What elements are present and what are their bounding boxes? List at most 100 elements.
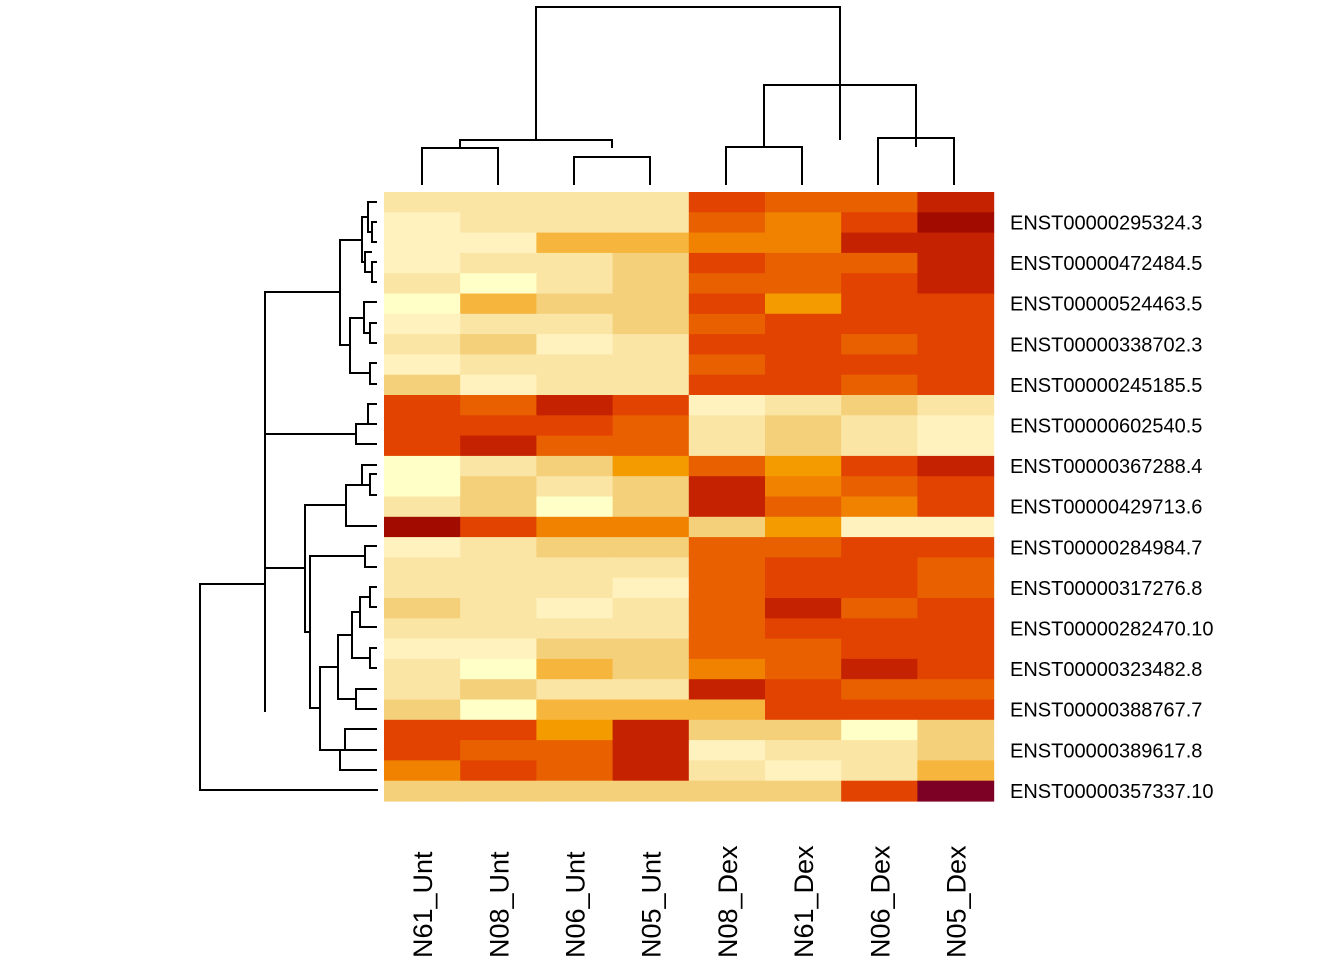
- heatmap-cell: [917, 679, 995, 701]
- heatmap-cell: [460, 516, 537, 538]
- heatmap-cell: [612, 293, 690, 315]
- heatmap-cell: [612, 415, 690, 437]
- row-dendrogram-link: [349, 317, 370, 374]
- heatmap-cell: [384, 496, 461, 518]
- heatmap-cell: [612, 658, 690, 680]
- heatmap-cell: [536, 192, 614, 213]
- heatmap-cell: [688, 374, 766, 396]
- heatmap-cell: [841, 577, 918, 599]
- heatmap-cell: [765, 232, 842, 254]
- heatmap-cell: [536, 415, 614, 437]
- heatmap-cell: [841, 415, 918, 437]
- heatmap-cell: [536, 293, 614, 315]
- heatmap-cell: [841, 293, 918, 315]
- row-label: ENST00000317276.8: [1010, 578, 1202, 600]
- row-dendrogram-link: [371, 261, 377, 283]
- heatmap-cell: [384, 516, 461, 538]
- heatmap-cell: [841, 252, 918, 274]
- heatmap-cell: [841, 476, 918, 498]
- row-label: ENST00000323482.8: [1010, 659, 1202, 681]
- heatmap-cell: [688, 598, 766, 619]
- heatmap-cell: [536, 537, 614, 558]
- heatmap-cell: [460, 557, 537, 579]
- row-dendrogram-link: [359, 596, 377, 628]
- heatmap-cell: [917, 577, 995, 599]
- row-dendrogram-link: [345, 484, 377, 527]
- heatmap-cell: [765, 679, 842, 701]
- heatmap-cell: [688, 719, 766, 741]
- heatmap-cell: [612, 780, 690, 802]
- heatmap-cell: [460, 232, 537, 254]
- heatmap-cell: [460, 273, 537, 295]
- heatmap-cell: [688, 313, 766, 335]
- heatmap-cell: [841, 496, 918, 518]
- heatmap-cell: [536, 719, 614, 741]
- column-dendrogram-link: [725, 146, 803, 185]
- row-dendrogram-link: [304, 504, 346, 633]
- heatmap-cell: [688, 252, 766, 274]
- heatmap-cell: [536, 618, 614, 640]
- heatmap-cell: [841, 395, 918, 416]
- heatmap-cell: [536, 699, 614, 721]
- heatmap-cell: [460, 598, 537, 619]
- heatmap-cell: [765, 374, 842, 396]
- heatmap-cell: [765, 212, 842, 234]
- heatmap-cell: [460, 638, 537, 660]
- heatmap-cell: [460, 415, 537, 437]
- heatmap-cell: [765, 395, 842, 416]
- heatmap-cell: [765, 537, 842, 558]
- row-dendrogram-link: [344, 728, 377, 751]
- heatmap-cell: [536, 212, 614, 234]
- heatmap-cell: [917, 537, 995, 558]
- heatmap-cell: [688, 334, 766, 355]
- heatmap-cell: [917, 293, 995, 315]
- heatmap-cell: [460, 252, 537, 274]
- heatmap-cell: [917, 618, 995, 640]
- heatmap-cell: [536, 435, 614, 457]
- heatmap-cell: [612, 212, 690, 234]
- heatmap-cell: [612, 638, 690, 660]
- heatmap-cell: [612, 557, 690, 579]
- heatmap-cell: [612, 598, 690, 619]
- heatmap-cell: [384, 354, 461, 376]
- heatmap-cell: [536, 232, 614, 254]
- heatmap-cell: [612, 192, 690, 213]
- heatmap-cell: [460, 354, 537, 376]
- heatmap-cell: [460, 719, 537, 741]
- heatmap-cell: [612, 435, 690, 457]
- heatmap-cell: [384, 699, 461, 721]
- heatmap-cell: [765, 415, 842, 437]
- heatmap-cell: [536, 273, 614, 295]
- heatmap-cell: [917, 334, 995, 355]
- heatmap-cell: [841, 313, 918, 335]
- heatmap-cell: [612, 313, 690, 335]
- heatmap-cell: [536, 374, 614, 396]
- row-dendrogram-link: [364, 545, 377, 568]
- heatmap-cell: [612, 699, 690, 721]
- heatmap-cell: [688, 658, 766, 680]
- heatmap-cell: [612, 273, 690, 295]
- heatmap-cell: [917, 699, 995, 721]
- heatmap-cell: [917, 415, 995, 437]
- heatmap-cell: [612, 232, 690, 254]
- heatmap-cell: [765, 435, 842, 457]
- row-dendrogram-link: [339, 749, 377, 771]
- heatmap-cell: [765, 740, 842, 761]
- heatmap-cell: [765, 618, 842, 640]
- heatmap-cell: [536, 313, 614, 335]
- heatmap-cell: [536, 455, 614, 477]
- heatmap-cell: [536, 679, 614, 701]
- heatmap-cell: [917, 476, 995, 498]
- heatmap-cell: [460, 334, 537, 355]
- heatmap-cell: [612, 618, 690, 640]
- heatmap-cell: [765, 638, 842, 660]
- heatmap-cell: [460, 455, 537, 477]
- heatmap-cell: [917, 719, 995, 741]
- heatmap-cell: [917, 374, 995, 396]
- heatmap-cell: [460, 699, 537, 721]
- heatmap-cell: [612, 760, 690, 782]
- heatmap-cell: [536, 577, 614, 599]
- heatmap-cells: [384, 192, 995, 802]
- heatmap-cell: [460, 577, 537, 599]
- heatmap-cell: [384, 577, 461, 599]
